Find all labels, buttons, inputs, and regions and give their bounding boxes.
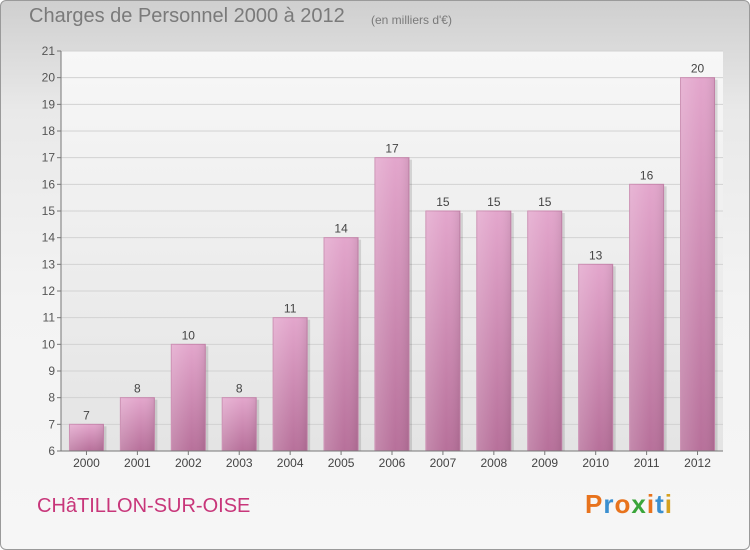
data-label: 7 xyxy=(83,408,90,422)
y-tick-label: 13 xyxy=(42,257,56,271)
bar-highlight xyxy=(629,184,664,452)
logo-letter: r xyxy=(603,489,615,519)
logo-letter: t xyxy=(655,489,665,519)
data-label: 15 xyxy=(436,195,450,209)
proxiti-logo: Proxiti xyxy=(585,489,673,520)
x-tick-label: 2010 xyxy=(582,456,609,470)
bar-highlight xyxy=(120,397,155,451)
x-tick-label: 2008 xyxy=(480,456,507,470)
data-label: 14 xyxy=(334,222,348,236)
bar-highlight xyxy=(171,344,206,451)
y-tick-label: 19 xyxy=(42,97,56,111)
y-tick-label: 17 xyxy=(42,151,56,165)
x-tick-label: 2002 xyxy=(175,456,202,470)
data-label: 8 xyxy=(134,382,141,396)
x-tick-label: 2000 xyxy=(73,456,100,470)
bar-chart: 7 8 10 8 11 14 17 15 15 15 13 16 20 6 7 8 9 10 11 12 13 14 15… xyxy=(42,44,723,470)
data-label: 15 xyxy=(538,195,552,209)
bar-highlight xyxy=(273,317,308,451)
logo-letter: i xyxy=(664,489,673,519)
y-tick-label: 18 xyxy=(42,124,56,138)
y-tick-label: 8 xyxy=(48,391,55,405)
bar-highlight xyxy=(324,237,359,451)
y-tick-label: 12 xyxy=(42,284,56,298)
data-label: 11 xyxy=(284,302,297,316)
y-tick-label: 14 xyxy=(42,231,56,245)
x-tick-label: 2009 xyxy=(531,456,558,470)
bar-highlight xyxy=(578,264,613,451)
x-tick-label: 2006 xyxy=(379,456,406,470)
data-label: 16 xyxy=(640,168,654,182)
data-label: 10 xyxy=(182,328,196,342)
y-tick-label: 10 xyxy=(42,337,56,351)
data-label: 13 xyxy=(589,248,603,262)
bar-highlight xyxy=(375,157,409,451)
data-label: 20 xyxy=(691,62,705,76)
bar-highlight xyxy=(476,211,511,451)
y-tick-label: 15 xyxy=(42,204,56,218)
commune-name: CHâTILLON-SUR-OISE xyxy=(37,495,251,517)
x-tick-label: 2011 xyxy=(634,456,660,470)
x-tick-label: 2007 xyxy=(430,456,457,470)
y-tick-label: 20 xyxy=(42,71,56,85)
y-tick-label: 6 xyxy=(48,444,55,458)
bar-highlight xyxy=(527,211,562,451)
x-tick-label: 2003 xyxy=(226,456,253,470)
x-tick-label: 2012 xyxy=(684,456,711,470)
logo-letter: o xyxy=(614,489,632,519)
x-tick-label: 2005 xyxy=(328,456,355,470)
logo-letter: i xyxy=(646,489,656,519)
chart-title: Charges de Personnel 2000 à 2012 xyxy=(29,5,345,27)
y-tick-label: 7 xyxy=(48,417,55,431)
logo-letter: x xyxy=(631,489,647,519)
bar-highlight xyxy=(680,77,715,452)
data-label: 17 xyxy=(385,142,399,156)
y-tick-label: 11 xyxy=(43,311,56,325)
x-tick-label: 2004 xyxy=(277,456,304,470)
bar-highlight xyxy=(222,397,257,451)
chart-subtitle: (en milliers d'€) xyxy=(371,13,452,27)
logo-letter: P xyxy=(585,489,604,519)
y-tick-label: 16 xyxy=(42,177,56,191)
data-label: 8 xyxy=(236,382,243,396)
x-tick-label: 2001 xyxy=(124,456,151,470)
y-tick-label: 21 xyxy=(42,44,56,58)
data-label: 15 xyxy=(487,195,501,209)
bar-highlight xyxy=(425,211,460,451)
bar-highlight xyxy=(69,424,104,451)
y-tick-label: 9 xyxy=(48,364,55,378)
